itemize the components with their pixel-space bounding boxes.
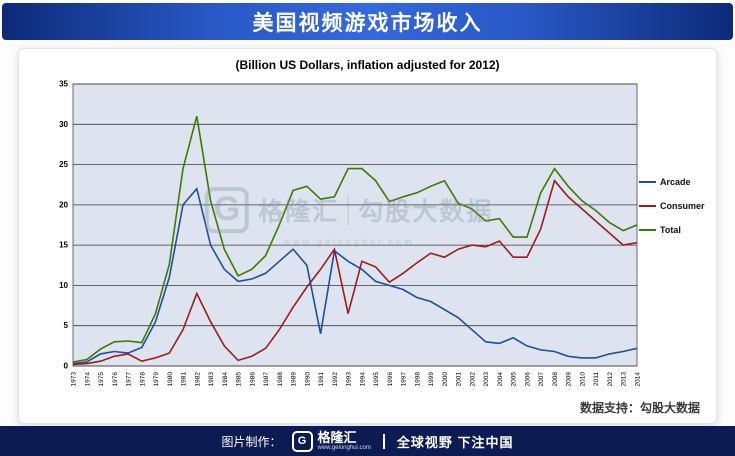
footer-divider [382,433,385,449]
watermark-row: G 格隆汇 勾股大数据 [204,187,494,233]
footer: 图片制作： G 格隆汇 www.gelonghui.com 全球视野 下注中国 [0,426,735,456]
x-tick-label: 1983 [208,372,215,387]
x-tick-label: 1996 [387,372,394,387]
footer-slogan: 全球视野 下注中国 [396,434,514,450]
x-tick-label: 1991 [318,372,325,387]
x-tick-label: 2003 [483,372,490,387]
x-tick-label: 2011 [593,372,600,386]
x-tick-label: 2000 [442,372,449,387]
x-tick-label: 1974 [84,372,91,387]
legend-item-total: Total [639,225,714,235]
x-tick-label: 1984 [222,372,229,387]
x-tick-label: 2013 [621,372,628,387]
x-tick-label: 2004 [497,372,504,387]
gelonghui-logo-icon: G [204,187,250,233]
footer-brand-url: www.gelonghui.com [317,445,371,451]
x-tick-label: 1987 [263,372,270,387]
x-tick-label: 1993 [346,372,353,387]
x-tick-label: 2007 [538,372,545,387]
arcade-line [72,186,638,365]
x-tick-label: 1986 [249,372,256,387]
data-credit: 数据支持：勾股大数据 [579,401,700,415]
x-tick-label: 1992 [332,372,339,387]
x-tick-label: 1989 [291,372,298,387]
x-tick-label: 1976 [112,372,119,387]
legend-label: Arcade [660,177,691,187]
watermark-url: www.gelonghui.com [283,236,415,247]
consumer-line [72,179,638,366]
x-tick-label: 2002 [469,372,476,387]
x-tick-label: 1977 [126,372,133,387]
y-tick-label: 25 [59,160,68,169]
legend-swatch [639,181,656,183]
page-title: 美国视频游戏市场收入 [252,11,483,35]
chart-title: (Billion US Dollars, inflation adjusted … [235,58,500,72]
x-tick-label: 1985 [236,372,243,387]
chart-card: (Billion US Dollars, inflation adjusted … [18,48,717,424]
x-tick-label: 1979 [153,372,160,387]
watermark-name: 勾股大数据 [358,198,494,226]
total-line [72,115,638,363]
footer-logo: G 格隆汇 www.gelonghui.com [291,430,371,452]
legend-item-consumer: Consumer [639,201,714,211]
x-tick-label: 2010 [580,372,587,387]
y-tick-label: 15 [59,241,68,250]
x-tick-label: 1982 [194,372,201,387]
legend-label: Consumer [660,201,705,211]
legend: Arcade Consumer Total [639,177,714,249]
x-tick-label: 2012 [607,372,614,387]
x-tick-label: 1997 [401,372,408,387]
footer-logo-text: 格隆汇 www.gelonghui.com [318,431,371,451]
y-tick-label: 10 [59,281,68,290]
x-tick-label: 1975 [98,372,105,387]
watermark-divider [348,195,350,225]
x-tick-label: 1994 [359,372,366,387]
y-tick-label: 35 [59,80,68,89]
x-tick-label: 2008 [552,372,559,387]
y-tick-label: 30 [59,120,68,129]
legend-item-arcade: Arcade [639,177,714,187]
watermark: G 格隆汇 勾股大数据 www.gelonghui.com [204,187,494,247]
legend-label: Total [660,225,681,235]
footer-made-by-label: 图片制作： [221,434,282,449]
x-tick-label: 2006 [525,372,532,387]
x-tick-label: 2014 [635,372,642,387]
plot-area [72,83,638,367]
x-tick-label: 1999 [428,372,435,387]
x-tick-label: 2009 [566,372,573,387]
watermark-brand: 格隆汇 [258,198,340,226]
y-tick-label: 20 [59,200,68,209]
x-tick-label: 1973 [71,372,78,387]
y-tick-label: 5 [64,321,69,330]
legend-swatch [639,205,656,207]
x-tick-label: 2005 [511,372,518,387]
x-tick-label: 1988 [277,372,284,387]
x-tick-label: 2001 [456,372,463,387]
x-tick-label: 1998 [414,372,421,387]
y-tick-label: 0 [64,362,69,371]
x-tick-label: 1981 [181,372,188,387]
x-tick-label: 1995 [373,372,380,387]
x-tick-label: 1990 [304,372,311,387]
footer-brand: 格隆汇 [317,430,357,445]
banner: 美国视频游戏市场收入 [2,3,733,40]
legend-swatch [639,229,656,231]
x-tick-label: 1980 [167,372,174,387]
chart: 0 5 10 15 20 25 30 35 1973 1974 1975 1976 1977 1978 19… [59,80,642,387]
gelonghui-logo-icon: G [291,430,313,452]
x-tick-label: 1978 [139,372,146,387]
